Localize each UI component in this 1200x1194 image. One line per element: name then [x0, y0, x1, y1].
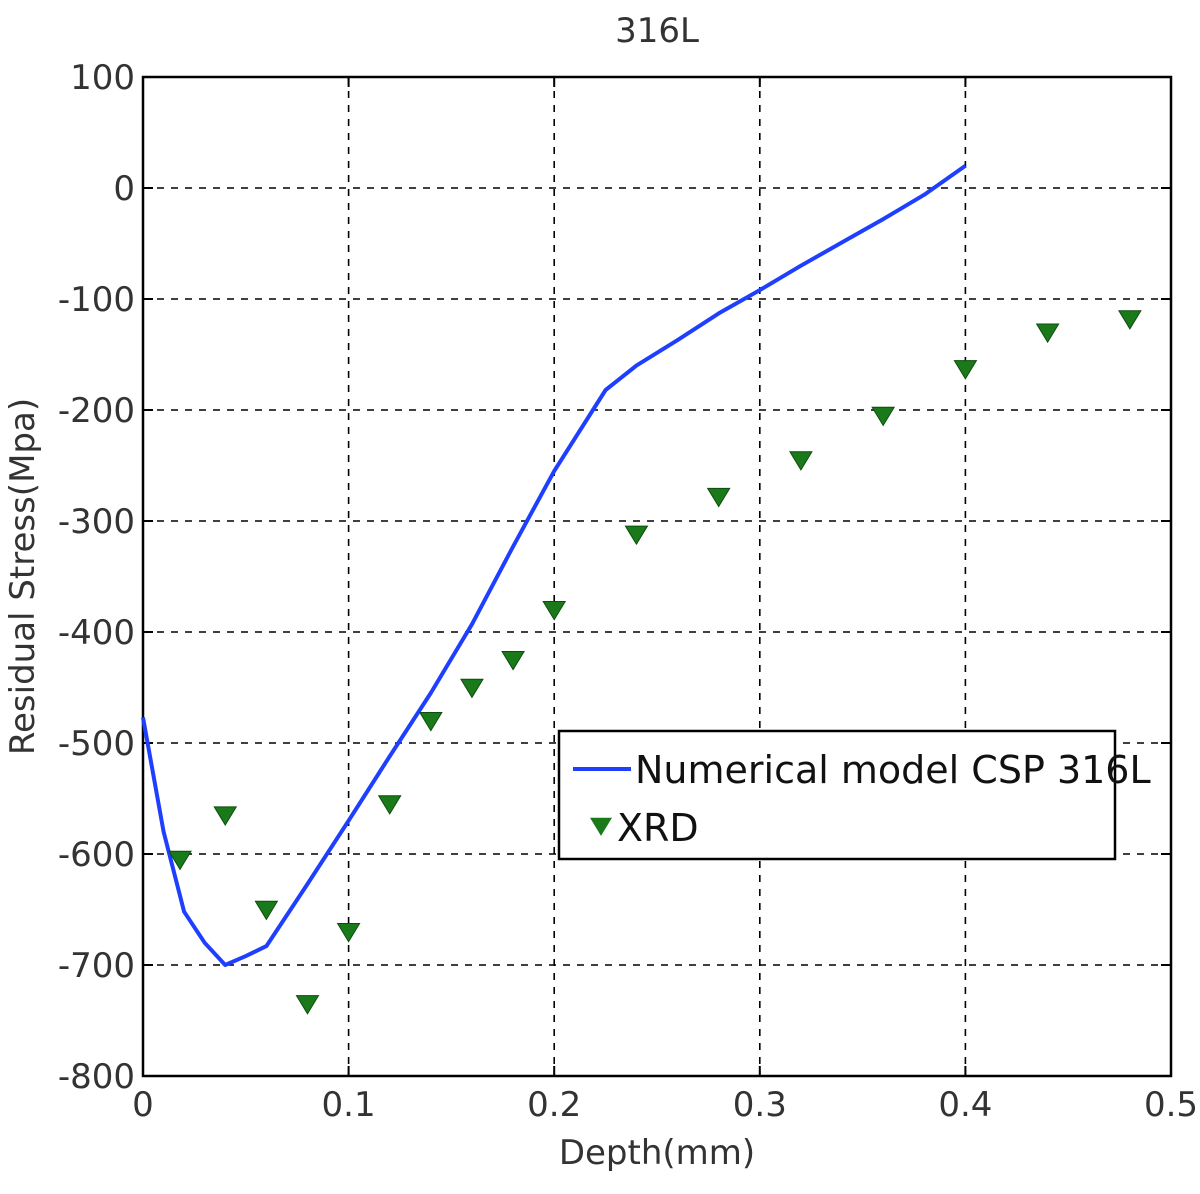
axes-box — [141, 75, 1173, 1078]
axis-ticks — [142, 76, 1172, 1077]
series-layer — [141, 164, 1142, 1015]
y-tick-label: -100 — [58, 280, 135, 320]
legend-marker-swatch — [590, 817, 612, 836]
y-axis-title: Residual Stress(Mpa) — [3, 398, 43, 755]
xrd-point — [254, 900, 279, 921]
y-tick-label: -800 — [58, 1057, 135, 1097]
y-tick-label: -700 — [58, 946, 135, 986]
x-tick-label: 0.4 — [938, 1085, 992, 1125]
xrd-point — [871, 406, 896, 427]
legend: Numerical model CSP 316L XRD — [557, 729, 1151, 861]
xrd-point — [377, 795, 402, 815]
legend-label-numerical-model: Numerical model CSP 316L — [635, 748, 1151, 792]
xrd-point — [336, 922, 361, 943]
xrd-point — [295, 995, 320, 1015]
xrd-point — [501, 651, 525, 671]
y-tick-label: 100 — [70, 58, 135, 98]
xrd-point — [706, 487, 731, 508]
series-line-numerical-model — [141, 164, 967, 967]
x-tick-label: 0.1 — [322, 1085, 376, 1125]
xrd-point — [460, 678, 484, 699]
y-tick-label: -300 — [58, 502, 135, 542]
y-tick-label: -500 — [58, 724, 135, 764]
xrd-point — [168, 850, 192, 871]
y-tick-label: -600 — [58, 835, 135, 875]
xrd-point — [213, 806, 238, 827]
x-tick-labels: 0 0.1 0.2 0.3 0.4 0.5 — [132, 1085, 1198, 1125]
xrd-point — [418, 712, 443, 732]
legend-label-xrd: XRD — [617, 806, 699, 850]
y-tick-label: -200 — [58, 391, 135, 431]
legend-box — [557, 729, 1117, 861]
y-tick-label: 0 — [113, 169, 135, 209]
x-tick-label: 0.5 — [1144, 1085, 1198, 1125]
x-tick-label: 0.3 — [733, 1085, 787, 1125]
xrd-point — [542, 601, 567, 621]
xrd-point — [624, 525, 649, 546]
chart-title: 316L — [615, 11, 699, 51]
y-tick-labels: 100 0 -100 -200 -300 -400 -500 -600 -700 -800 — [58, 58, 135, 1097]
grid — [143, 77, 1171, 1076]
xrd-point — [953, 360, 978, 380]
y-tick-label: -400 — [58, 613, 135, 653]
xrd-point — [1117, 310, 1142, 330]
x-tick-label: 0 — [132, 1085, 154, 1125]
x-tick-label: 0.2 — [527, 1085, 581, 1125]
x-axis-title: Depth(mm) — [559, 1133, 755, 1173]
xrd-point — [1035, 323, 1060, 344]
xrd-point — [789, 451, 813, 471]
